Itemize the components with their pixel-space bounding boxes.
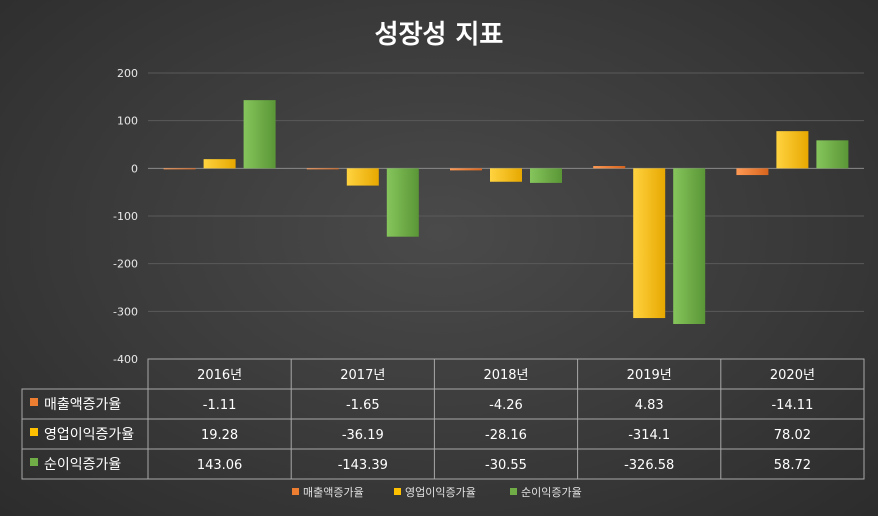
y-tick-label: -100 <box>113 210 138 223</box>
series-key <box>30 398 38 406</box>
series-key <box>30 458 38 466</box>
category-label: 2017년 <box>340 368 385 383</box>
bar-영업이익증가율-2019년 <box>633 168 666 319</box>
bar-영업이익증가율-2020년 <box>776 131 809 169</box>
bar-영업이익증가율-2018년 <box>490 168 522 182</box>
series-row-label: 매출액증가율 <box>44 397 121 413</box>
table-cell-value: -28.16 <box>485 428 527 443</box>
bars <box>163 100 849 325</box>
series-row-label: 순이익증가율 <box>44 457 121 473</box>
table-cell-value: 58.72 <box>774 458 811 473</box>
y-tick-label: 100 <box>117 115 138 128</box>
bar-매출액증가율-2017년 <box>306 168 339 170</box>
series-key <box>30 428 38 436</box>
table-cell-value: -36.19 <box>342 428 384 443</box>
bar-매출액증가율-2016년 <box>163 168 196 170</box>
table-cell-value: -314.1 <box>628 428 670 443</box>
legend-label: 매출액증가율 <box>303 486 364 499</box>
category-label: 2018년 <box>483 368 528 383</box>
table-cell-value: 19.28 <box>201 428 238 443</box>
table-cell-value: -1.11 <box>203 398 237 413</box>
category-label: 2019년 <box>627 368 672 383</box>
y-tick-label: -200 <box>113 258 138 271</box>
legend-swatch <box>292 488 299 495</box>
table-cell-value: -1.65 <box>346 398 380 413</box>
category-label: 2020년 <box>770 368 815 383</box>
bar-순이익증가율-2019년 <box>673 168 706 325</box>
table-cell-value: -30.55 <box>485 458 527 473</box>
y-axis: 200 100 0 -100 -200 -300 -400 <box>113 67 138 366</box>
category-label: 2016년 <box>197 368 242 383</box>
table-cell-value: 143.06 <box>197 458 243 473</box>
table-cell-value: -143.39 <box>338 458 388 473</box>
legend-label: 순이익증가율 <box>521 486 582 499</box>
y-tick-label: -300 <box>113 305 138 318</box>
table-cell-value: 4.83 <box>635 398 664 413</box>
series-row-label: 영업이익증가율 <box>44 427 134 443</box>
bar-매출액증가율-2018년 <box>450 168 482 171</box>
chart-title: 성장성 지표 <box>375 20 504 50</box>
legend-swatch <box>394 488 401 495</box>
table-cell-value: -326.58 <box>624 458 674 473</box>
bar-영업이익증가율-2017년 <box>346 168 379 186</box>
bar-영업이익증가율-2016년 <box>203 159 236 169</box>
bar-순이익증가율-2016년 <box>243 100 276 169</box>
table-cell-value: 78.02 <box>774 428 811 443</box>
legend: 매출액증가율 영업이익증가율 순이익증가율 <box>292 486 582 499</box>
bar-순이익증가율-2018년 <box>530 168 562 183</box>
legend-label: 영업이익증가율 <box>405 486 476 499</box>
bar-순이익증가율-2017년 <box>386 168 419 237</box>
y-tick-label: -400 <box>113 353 138 366</box>
bar-매출액증가율-2020년 <box>736 168 769 176</box>
y-tick-label: 200 <box>117 67 138 80</box>
table-cell-value: -14.11 <box>771 398 813 413</box>
legend-swatch <box>510 488 517 495</box>
bar-순이익증가율-2020년 <box>816 140 849 169</box>
bar-매출액증가율-2019년 <box>593 166 626 169</box>
y-tick-label: 0 <box>131 162 138 175</box>
table-cell-value: -4.26 <box>489 398 523 413</box>
